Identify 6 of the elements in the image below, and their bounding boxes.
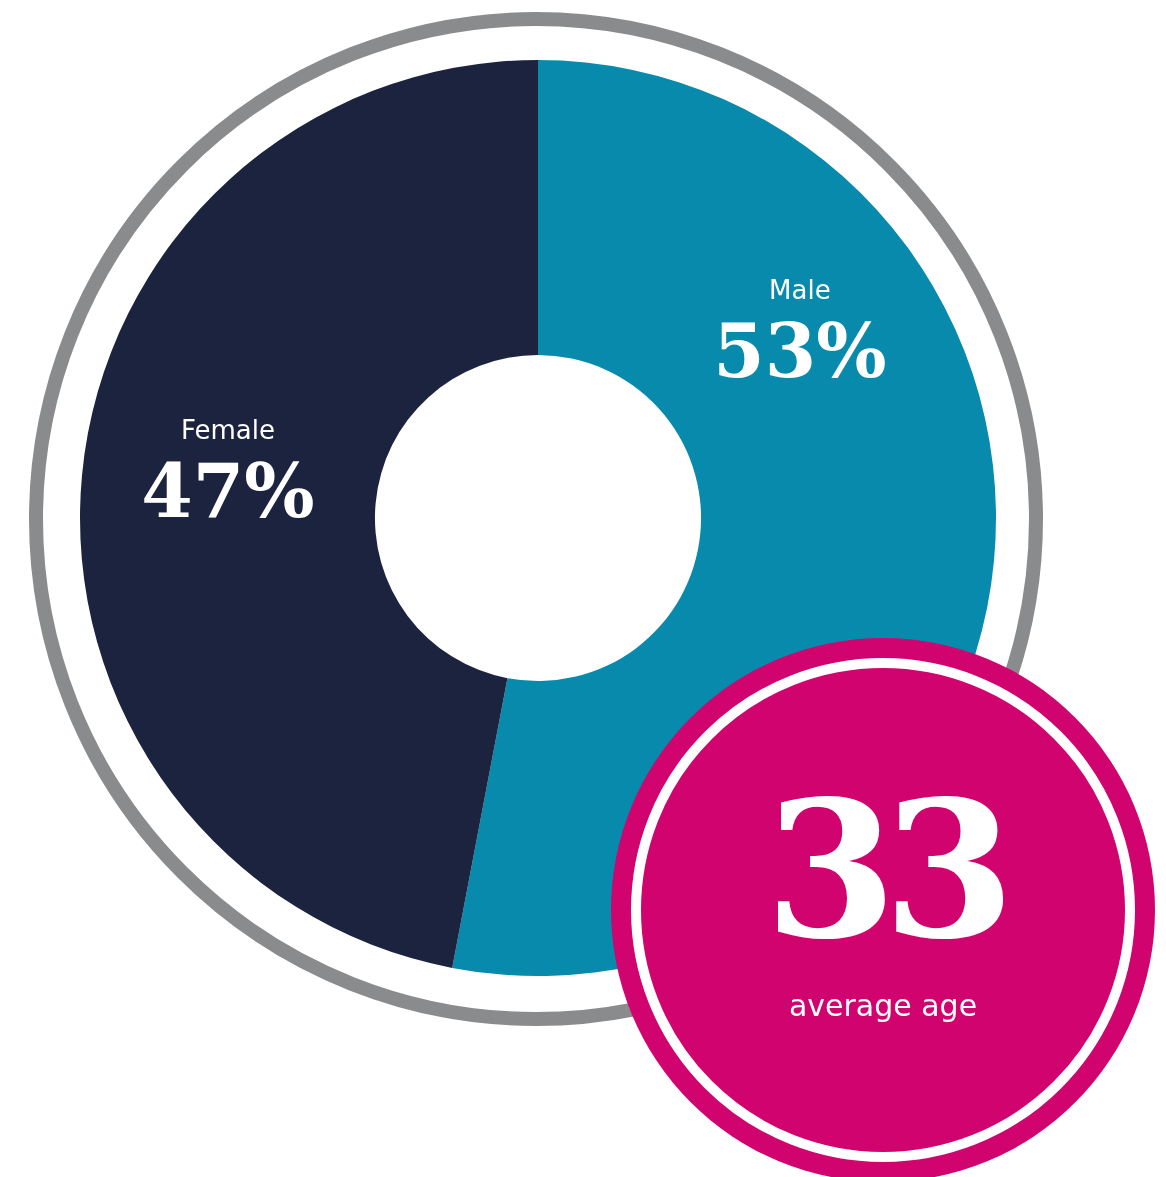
data-label: 47% bbox=[141, 447, 315, 534]
slice-label: Female bbox=[180, 414, 275, 445]
data-label: 53% bbox=[713, 308, 887, 395]
text: 33 bbox=[763, 758, 1003, 981]
text: average age bbox=[787, 988, 979, 1023]
slice-label: Male bbox=[769, 275, 831, 306]
